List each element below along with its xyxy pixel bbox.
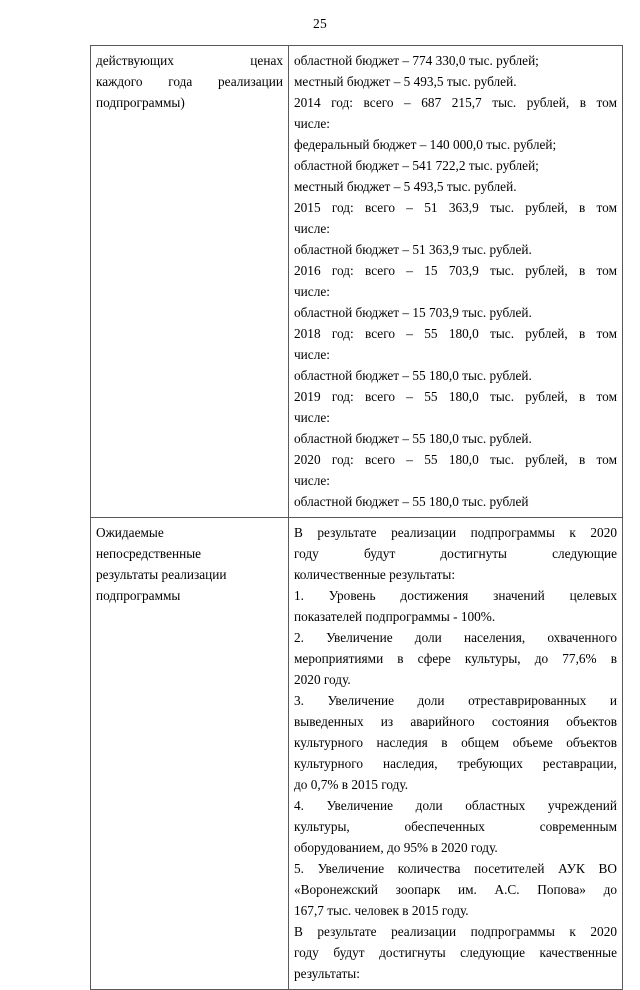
text-line: 2018 год: всего – 55 180,0 тыс. рублей, …	[294, 326, 617, 341]
text-line: подпрограммы)	[96, 95, 185, 110]
text-line: 167,7 тыс. человек в 2015 году.	[294, 903, 469, 918]
text-line: результаты:	[294, 966, 360, 981]
text-line: 3. Увеличение доли отреставрированных и	[294, 693, 617, 708]
text-line: результаты реализации	[96, 567, 227, 582]
text-line: областной бюджет – 51 363,9 тыс. рублей.	[294, 242, 532, 257]
text-line: культуры, обеспеченных современным	[294, 819, 617, 834]
text-line: мероприятиями в сфере культуры, до 77,6%…	[294, 651, 617, 666]
table-body: действующих ценах каждого года реализации…	[90, 45, 623, 990]
text-line: местный бюджет – 5 493,5 тыс. рублей.	[294, 74, 517, 89]
text-line: культурного наследия в общем объеме объе…	[294, 735, 617, 750]
text-line: областной бюджет – 55 180,0 тыс. рублей	[294, 494, 529, 509]
text-line: В результате реализации подпрограммы к 2…	[294, 525, 617, 540]
row-label-cell-expected-results: Ожидаемые непосредственные результаты реал…	[90, 517, 289, 990]
text-line: 1. Уровень достижения значений целевых	[294, 588, 617, 603]
text-line: каждого года реализации	[96, 74, 283, 89]
text-line: местный бюджет – 5 493,5 тыс. рублей.	[294, 179, 517, 194]
text-line: культурного наследия, требующих реставра…	[294, 756, 617, 771]
text-line: числе:	[294, 473, 330, 488]
text-line: году будут достигнуты следующие качестве…	[294, 945, 617, 960]
text-line: выведенных из аварийного состояния объек…	[294, 714, 617, 729]
text-line: числе:	[294, 410, 330, 425]
row-content-text: областной бюджет – 774 330,0 тыс. рублей…	[294, 50, 617, 512]
text-line: 2019 год: всего – 55 180,0 тыс. рублей, …	[294, 389, 617, 404]
text-line: 2. Увеличение доли населения, охваченног…	[294, 630, 617, 645]
text-line: количественные результаты:	[294, 567, 456, 582]
text-line: федеральный бюджет – 140 000,0 тыс. рубл…	[294, 137, 557, 152]
text-line: 2016 год: всего – 15 703,9 тыс. рублей, …	[294, 263, 617, 278]
text-line: областной бюджет – 774 330,0 тыс. рублей…	[294, 53, 539, 68]
row-content-text: В результате реализации подпрограммы к 2…	[294, 522, 617, 984]
text-line: 2020 году.	[294, 672, 351, 687]
row-label-text: Ожидаемые непосредственные результаты реал…	[96, 522, 283, 606]
text-line: В результате реализации подпрограммы к 2…	[294, 924, 617, 939]
text-line: числе:	[294, 284, 330, 299]
text-line: числе:	[294, 116, 330, 131]
program-parameters-table: действующих ценах каждого года реализации…	[90, 45, 623, 990]
page-number: 25	[312, 16, 328, 31]
text-line: областной бюджет – 541 722,2 тыс. рублей…	[294, 158, 539, 173]
text-line: до 0,7% в 2015 году.	[294, 777, 409, 792]
text-line: действующих ценах	[96, 53, 283, 68]
text-line: подпрограммы	[96, 588, 181, 603]
text-line: 5. Увеличение количества посетителей АУК…	[294, 861, 617, 876]
text-line: 2014 год: всего – 687 215,7 тыс. рублей,…	[294, 95, 617, 110]
text-line: Ожидаемые	[96, 525, 164, 540]
text-line: 2015 год: всего – 51 363,9 тыс. рублей, …	[294, 200, 617, 215]
text-line: областной бюджет – 15 703,9 тыс. рублей.	[294, 305, 532, 320]
text-line: числе:	[294, 221, 330, 236]
text-line: «Воронежский зоопарк им. А.С. Попова» до	[294, 882, 617, 897]
text-line: показателей подпрограммы - 100%.	[294, 609, 496, 624]
table-row: Ожидаемые непосредственные результаты реал…	[90, 517, 623, 990]
text-line: 2020 год: всего – 55 180,0 тыс. рублей, …	[294, 452, 617, 467]
row-label-text: действующих ценах каждого года реализации…	[96, 50, 283, 113]
text-line: 4. Увеличение доли областных учреждений	[294, 798, 617, 813]
text-line: областной бюджет – 55 180,0 тыс. рублей.	[294, 431, 532, 446]
row-content-cell-financing: областной бюджет – 774 330,0 тыс. рублей…	[288, 45, 623, 518]
row-content-cell-expected-results: В результате реализации подпрограммы к 2…	[288, 517, 623, 990]
text-line: числе:	[294, 347, 330, 362]
text-line: оборудованием, до 95% в 2020 году.	[294, 840, 498, 855]
row-label-cell-financing: действующих ценах каждого года реализации…	[90, 45, 289, 518]
document-page: 25 действующих ценах каждого года реализа…	[90, 16, 623, 990]
text-line: областной бюджет – 55 180,0 тыс. рублей.	[294, 368, 532, 383]
text-line: году будут достигнуты следующие	[294, 546, 617, 561]
table-row: действующих ценах каждого года реализации…	[90, 45, 623, 518]
text-line: непосредственные	[96, 546, 202, 561]
